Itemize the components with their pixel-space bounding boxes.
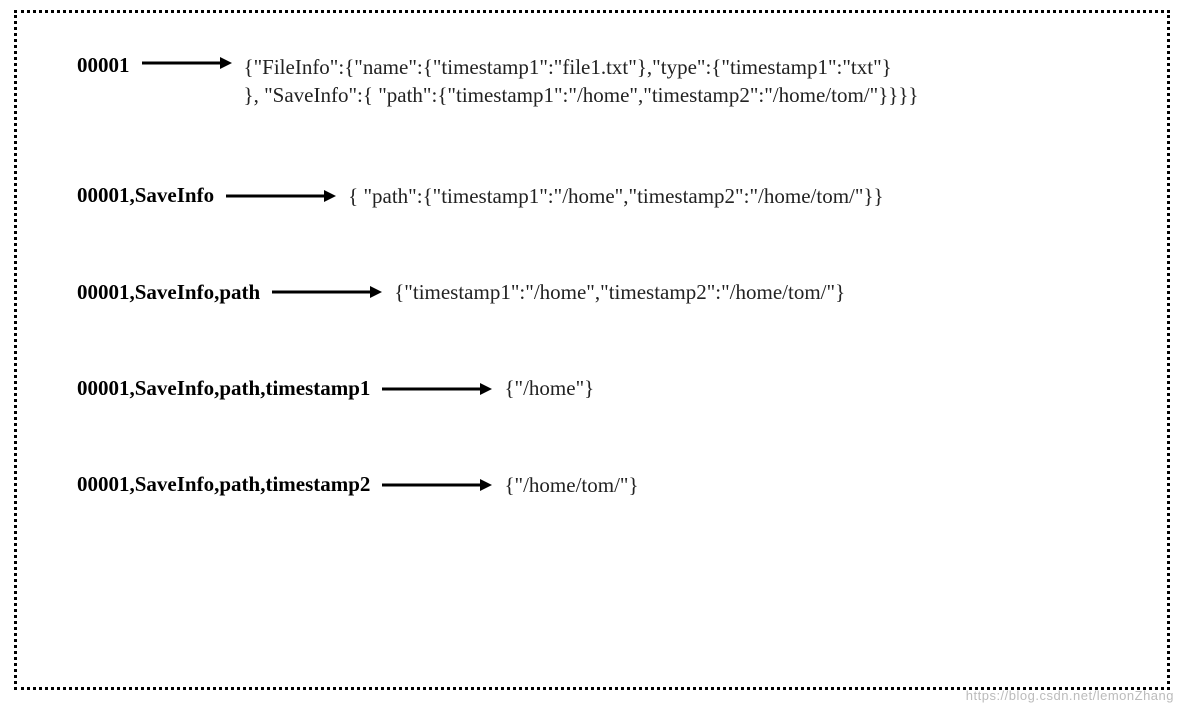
key-label: 00001,SaveInfo,path,timestamp2 (77, 472, 370, 497)
key-label: 00001 (77, 53, 130, 78)
mapping-row: 00001,SaveInfo,path,timestamp2 {"/home/t… (77, 471, 1107, 499)
watermark-text: https://blog.csdn.net/lemonZhang (966, 688, 1174, 703)
mapping-row: 00001,SaveInfo,path,timestamp1 {"/home"} (77, 374, 1107, 402)
arrow-icon (382, 379, 492, 399)
arrow-icon (226, 186, 336, 206)
mapping-row: 00001,SaveInfo { "path":{"timestamp1":"/… (77, 182, 1107, 210)
arrow-icon (272, 282, 382, 302)
mapping-row: 00001 {"FileInfo":{"name":{"timestamp1":… (77, 53, 1107, 110)
key-label: 00001,SaveInfo,path,timestamp1 (77, 376, 370, 401)
diagram-frame: 00001 {"FileInfo":{"name":{"timestamp1":… (14, 10, 1170, 690)
value-text: {"FileInfo":{"name":{"timestamp1":"file1… (244, 53, 919, 110)
value-text: {"/home"} (504, 374, 594, 402)
arrow-icon (382, 475, 492, 495)
arrow-icon (142, 53, 232, 73)
mapping-row: 00001,SaveInfo,path {"timestamp1":"/home… (77, 278, 1107, 306)
key-label: 00001,SaveInfo,path (77, 280, 260, 305)
key-label: 00001,SaveInfo (77, 183, 214, 208)
value-text: { "path":{"timestamp1":"/home","timestam… (348, 182, 884, 210)
value-text: {"/home/tom/"} (504, 471, 638, 499)
value-text: {"timestamp1":"/home","timestamp2":"/hom… (394, 278, 845, 306)
